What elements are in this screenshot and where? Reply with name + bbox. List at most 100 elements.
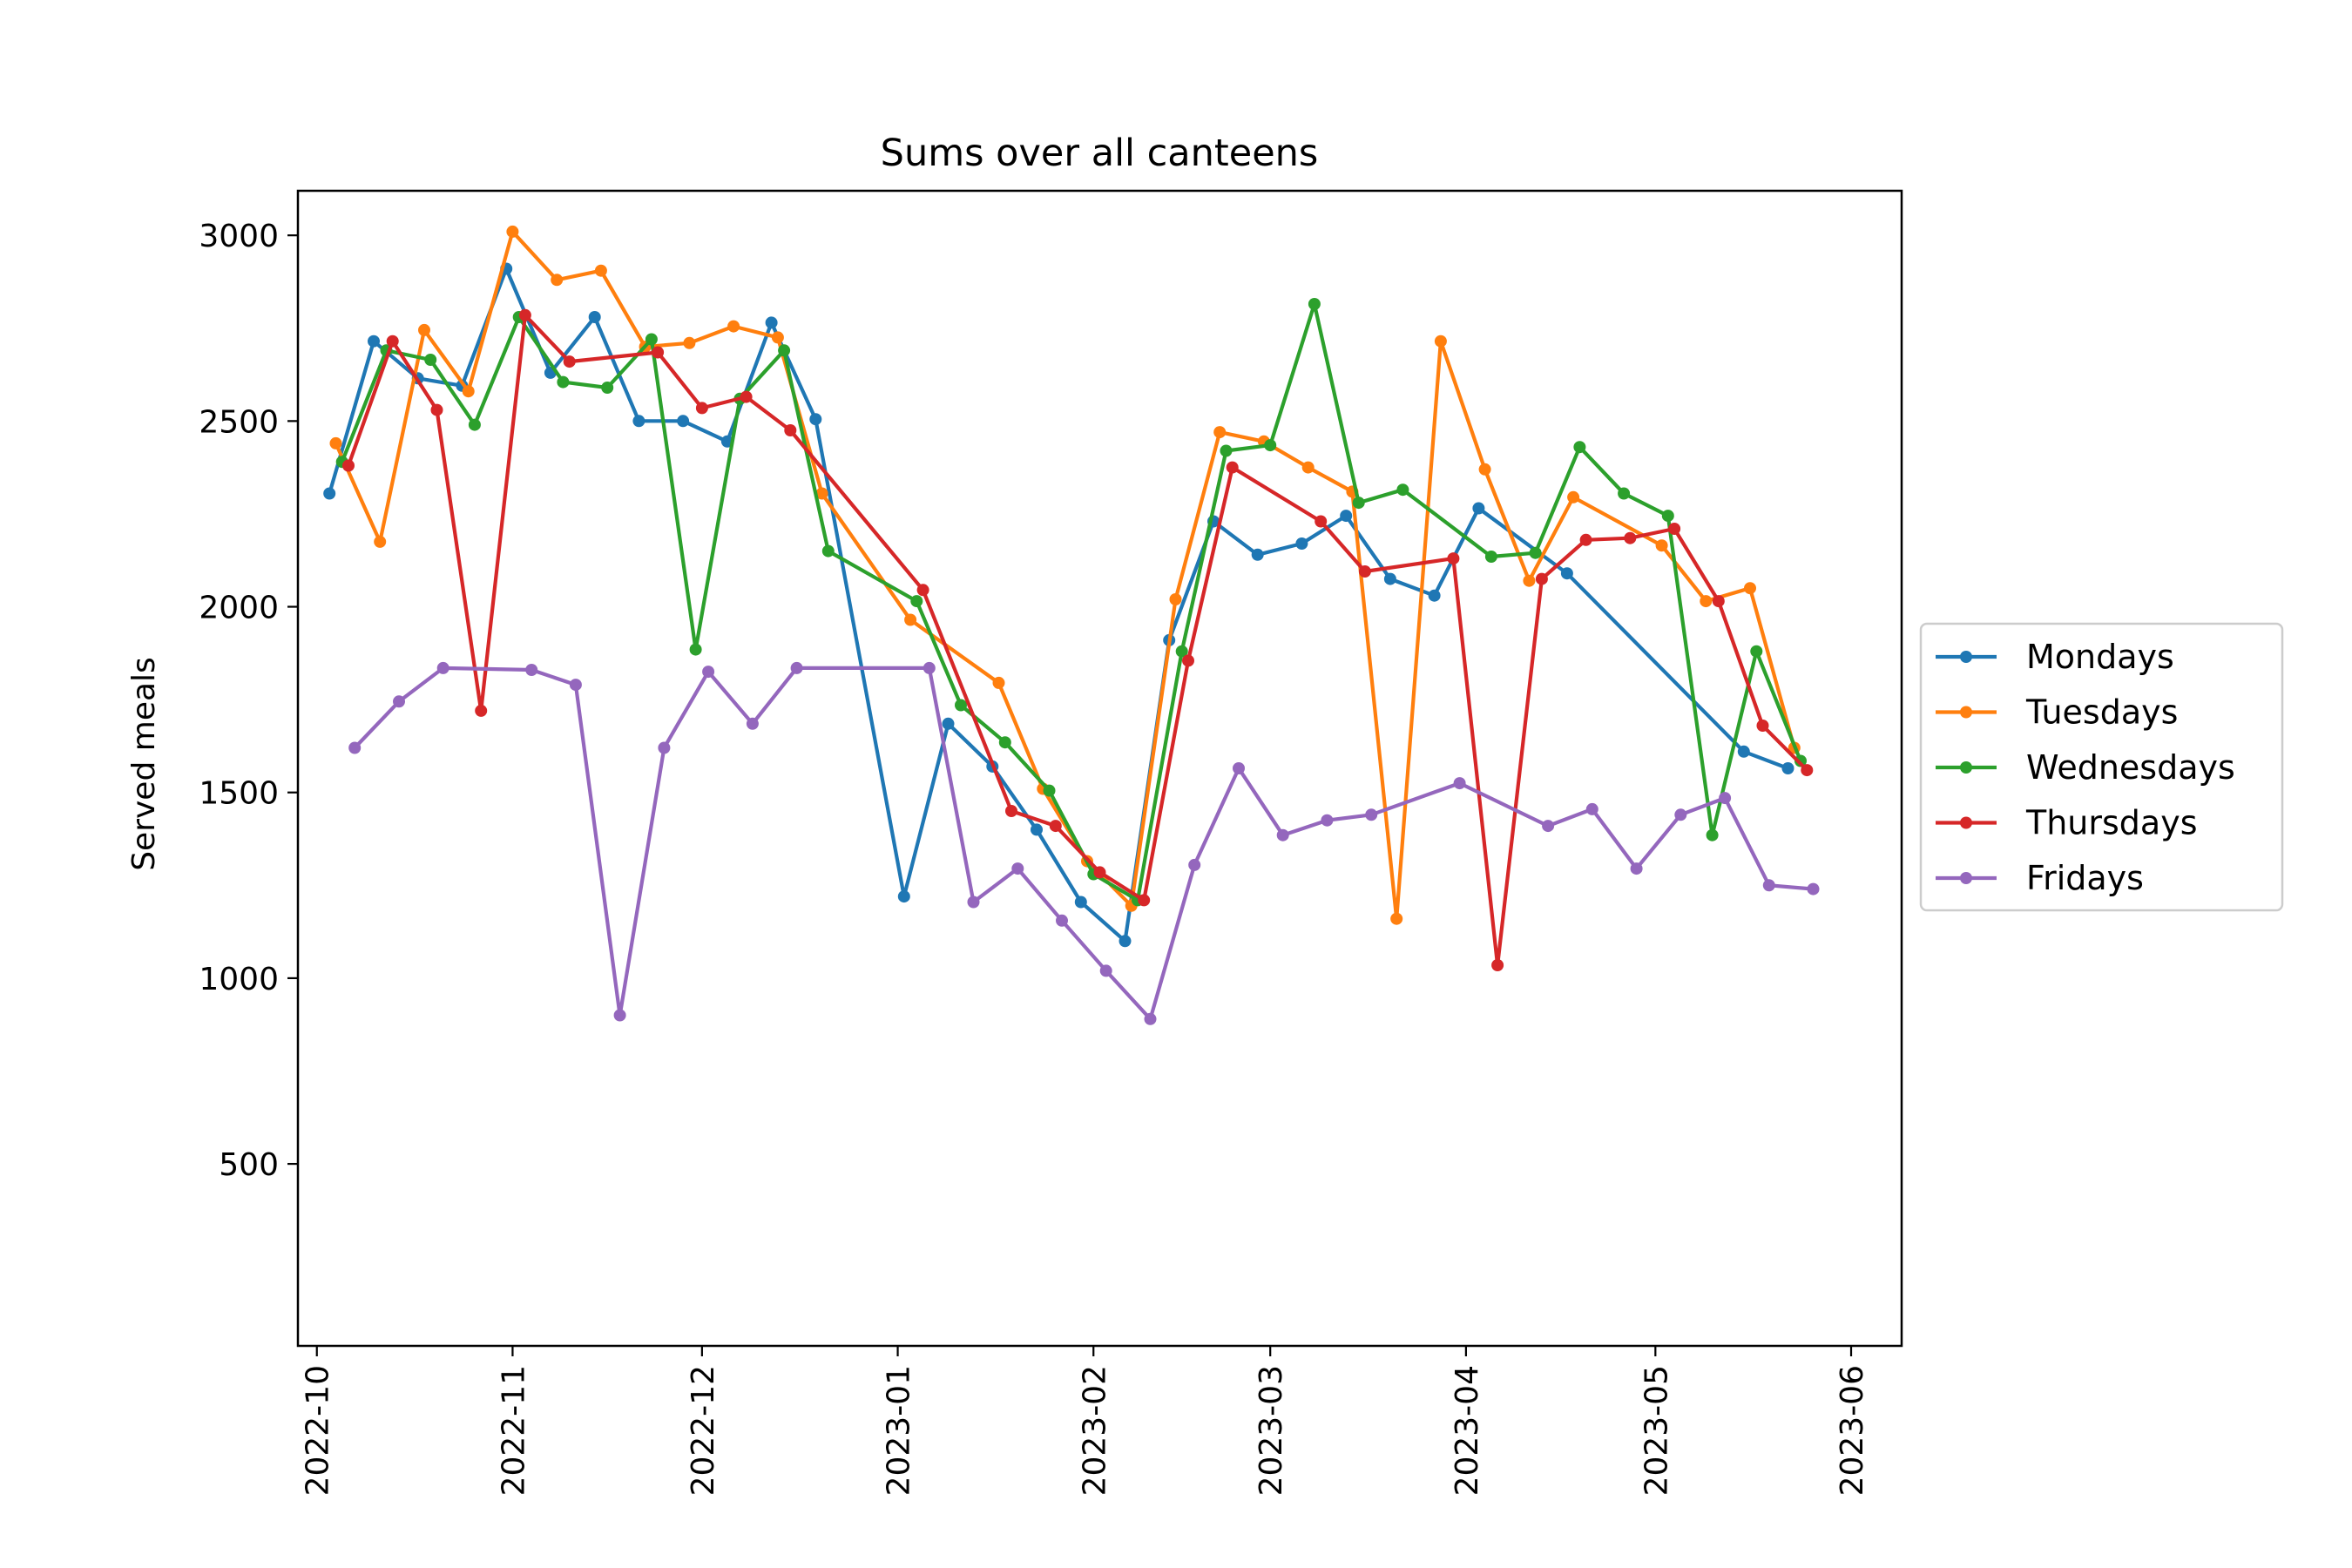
data-point [790,661,803,674]
data-point [1560,567,1573,580]
data-point [1233,762,1245,774]
data-point [1315,515,1328,528]
data-point [1188,858,1201,871]
data-point [1119,935,1132,948]
data-point [342,459,355,472]
data-point [594,264,607,277]
y-axis: 500 1000 1500 2000 2500 3000 [199,219,298,1183]
data-point [601,382,614,394]
data-point [1750,645,1763,658]
data-point [1807,882,1820,896]
data-point [815,487,828,500]
data-point [1668,523,1681,535]
data-point [1074,896,1087,909]
legend-label: Fridays [2026,859,2144,897]
data-point [689,643,702,656]
data-point [1213,426,1227,439]
data-point [683,336,696,349]
data-point [436,661,449,674]
x-tick-label: 2023-04 [1450,1365,1485,1496]
data-point [1529,546,1542,559]
data-point [1630,862,1643,875]
data-point [1056,914,1068,927]
data-point [1478,463,1491,476]
data-point [1301,461,1315,474]
data-point [1762,879,1775,892]
data-point [942,717,955,730]
data-point [557,375,570,389]
data-point [784,424,797,436]
data-point [348,741,362,754]
data-point [1453,777,1466,790]
x-axis: 2022-10 2022-11 2022-12 2023-01 2023-02 2023-… [301,1346,1870,1496]
data-point [967,896,980,909]
data-point [1138,894,1151,907]
data-point [1428,589,1441,602]
data-point [998,736,1011,749]
y-tick-label: 3000 [199,219,279,254]
data-point [1144,1012,1157,1025]
data-point [1535,572,1548,585]
data-point [897,890,910,903]
data-point [1737,745,1750,758]
data-point [702,666,715,679]
legend-label: Mondays [2026,638,2174,676]
data-point [658,741,671,754]
data-point [1308,298,1321,310]
data-point [778,344,791,357]
data-point [1295,537,1308,550]
data-point [695,402,708,415]
plot-area-frame [296,189,1903,1348]
data-point [563,355,576,368]
data-point [1579,533,1592,546]
data-point [645,333,658,346]
data-point [1251,548,1264,561]
data-point [1618,487,1631,500]
data-point [1484,551,1497,563]
x-tick-label: 2022-12 [686,1365,721,1496]
data-point [424,354,437,366]
legend-swatch-marker [1960,651,1972,663]
data-point [1182,654,1194,667]
data-point [386,335,399,348]
data-point [923,661,936,674]
legend: Mondays Tuesdays Wednesdays Thursdays Friday… [1919,622,2284,912]
data-point [1472,502,1485,515]
data-point [1226,461,1239,474]
x-tick-label: 2022-10 [301,1365,336,1496]
data-point [1674,808,1687,821]
data-point [910,595,923,608]
x-tick-label: 2023-01 [882,1365,917,1496]
data-point [955,699,967,712]
legend-label: Tuesdays [2025,693,2178,732]
x-tick-label: 2023-05 [1639,1365,1674,1496]
legend-item-thursdays: Thursdays [1936,804,2198,842]
data-point [1491,959,1504,971]
legend-item-tuesdays: Tuesdays [1936,693,2178,732]
x-tick-label: 2022-11 [496,1365,531,1496]
data-point [1396,483,1409,497]
data-point [809,413,822,426]
data-point [1264,439,1277,452]
series-fridays [348,661,1820,1025]
data-point [746,717,759,730]
data-point [632,415,645,428]
data-point [1390,912,1403,925]
data-point [1276,828,1289,841]
data-point [821,544,835,558]
y-tick-label: 1500 [199,776,279,812]
data-point [1573,441,1586,454]
data-point [1093,866,1106,879]
y-tick-label: 2000 [199,591,279,626]
legend-swatch-marker [1960,872,1972,884]
data-point [1175,645,1188,658]
series-line [346,313,1810,968]
data-point [1661,510,1674,523]
legend-item-wednesdays: Wednesdays [1936,748,2235,787]
data-point [1523,574,1536,587]
data-point [525,664,538,676]
data-point [1031,823,1043,836]
data-point [1655,539,1668,552]
series-thursdays [342,308,1814,971]
